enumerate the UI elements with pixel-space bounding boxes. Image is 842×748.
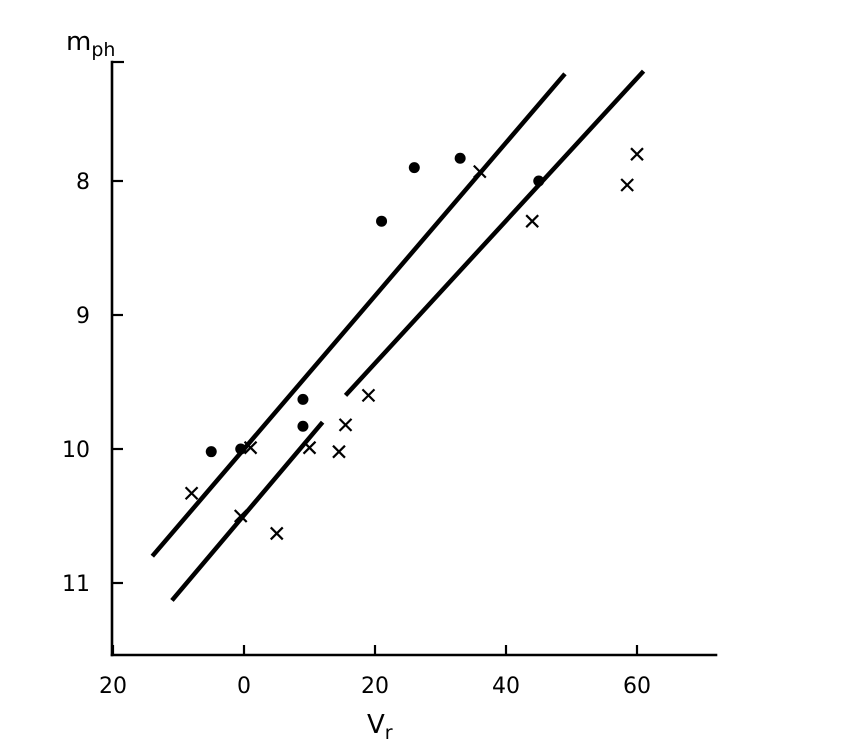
dot-point — [205, 446, 217, 458]
y-tick-label: 9 — [76, 304, 90, 329]
dot-point — [297, 420, 309, 432]
x-tick-label: 60 — [623, 674, 651, 699]
cross-stroke — [361, 388, 376, 403]
cross-point — [332, 444, 346, 459]
y-ticks: 8 9 10 11 — [62, 170, 123, 597]
data-points — [184, 147, 644, 541]
x-axis-label: Vr — [367, 710, 393, 744]
cross-stroke — [620, 178, 634, 192]
cross-stroke — [338, 418, 353, 432]
cross-point — [338, 418, 353, 432]
x-axis-label-main: V — [367, 710, 385, 740]
cross-stroke — [332, 444, 346, 459]
x-axis-label-subscript: r — [385, 722, 393, 744]
cross-point — [243, 440, 258, 455]
dot-point — [454, 152, 466, 164]
x-ticks: 20 0 20 40 60 — [99, 645, 651, 699]
cross-point — [302, 440, 317, 455]
cross-stroke — [243, 440, 258, 455]
fit-lines — [150, 69, 646, 602]
y-tick-label: 11 — [62, 572, 90, 597]
x-tick-label: 40 — [492, 674, 520, 699]
fit-line-segment — [150, 72, 567, 558]
cross-stroke — [269, 526, 284, 541]
cross-stroke — [473, 164, 487, 179]
x-tick-label: 20 — [99, 674, 127, 699]
cross-stroke — [302, 440, 317, 455]
dot-point — [376, 215, 388, 227]
cross-stroke — [233, 509, 248, 523]
cross-point — [361, 388, 376, 403]
y-axis-label-main: m — [66, 27, 91, 57]
y-axis-label: mph — [66, 27, 115, 61]
y-axis-label-subscript: ph — [91, 39, 115, 61]
cross-point — [525, 214, 539, 228]
axes — [110, 60, 718, 657]
cross-point — [184, 486, 199, 500]
x-tick-label: 20 — [361, 674, 389, 699]
y-tick-label: 8 — [76, 170, 90, 195]
fit-line-segment — [170, 420, 325, 602]
cross-point — [473, 164, 487, 179]
dot-point — [408, 162, 420, 174]
cross-stroke — [630, 147, 644, 161]
cross-stroke — [525, 214, 539, 228]
fit-line-segment — [343, 69, 646, 397]
cross-stroke — [184, 486, 199, 500]
dot-point — [533, 175, 545, 187]
cross-point — [269, 526, 284, 541]
cross-point — [620, 178, 634, 192]
dot-point — [235, 443, 247, 455]
cross-point — [630, 147, 644, 161]
cross-point — [233, 509, 248, 523]
dot-point — [297, 393, 309, 405]
y-tick-label: 10 — [62, 438, 90, 463]
x-tick-label: 0 — [237, 674, 251, 699]
